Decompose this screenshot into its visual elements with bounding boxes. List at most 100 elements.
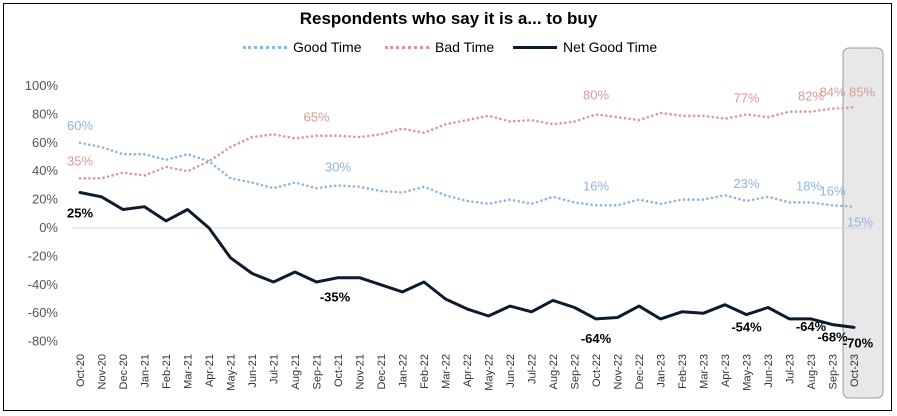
- x-tick-label: Jun-22: [505, 354, 517, 388]
- data-point-bad-time: [466, 119, 468, 121]
- data-point-bad-time: [681, 115, 683, 117]
- data-label-good-time: 30%: [325, 159, 351, 174]
- x-tick-label: Aug-23: [806, 354, 818, 389]
- data-point-good-time: [681, 198, 683, 200]
- y-tick-label: -20%: [28, 248, 59, 263]
- data-point-net-good-time: [659, 318, 661, 320]
- x-tick-label: Dec-21: [376, 354, 388, 389]
- y-tick-label: 0%: [39, 220, 58, 235]
- data-point-net-good-time: [552, 299, 554, 301]
- x-tick-label: Jan-21: [140, 354, 152, 388]
- data-point-good-time: [380, 190, 382, 192]
- data-point-bad-time: [702, 115, 704, 117]
- data-label-good-time: 16%: [583, 178, 609, 193]
- x-tick-label: Jul-22: [527, 354, 539, 384]
- x-tick-label: Feb-23: [677, 354, 689, 389]
- data-point-bad-time: [767, 116, 769, 118]
- data-point-good-time: [745, 200, 747, 202]
- x-tick-label: Feb-22: [419, 354, 431, 389]
- x-tick-label: Apr-23: [720, 354, 732, 387]
- data-label-good-time: 15%: [847, 215, 873, 230]
- data-point-good-time: [616, 204, 618, 206]
- x-tick-label: Nov-20: [97, 354, 109, 389]
- x-tick-label: Mar-23: [699, 354, 711, 389]
- data-label-net-good-time: -64%: [796, 319, 827, 334]
- data-point-bad-time: [724, 117, 726, 119]
- data-point-good-time: [853, 206, 855, 208]
- data-label-bad-time: 82%: [798, 89, 824, 104]
- legend-label-bad-time: Bad Time: [435, 39, 495, 55]
- y-tick-label: 100%: [25, 78, 59, 93]
- data-point-net-good-time: [509, 305, 511, 307]
- data-label-bad-time: 84%: [819, 85, 845, 100]
- data-point-bad-time: [573, 120, 575, 122]
- data-point-net-good-time: [208, 227, 210, 229]
- data-point-net-good-time: [595, 318, 597, 320]
- x-tick-label: May-23: [742, 354, 754, 391]
- data-point-bad-time: [659, 112, 661, 114]
- data-point-net-good-time: [616, 316, 618, 318]
- data-point-good-time: [423, 186, 425, 188]
- data-point-bad-time: [745, 113, 747, 115]
- y-tick-label: 40%: [32, 163, 58, 178]
- x-tick-label: Apr-21: [204, 354, 216, 387]
- x-tick-label: Mar-21: [183, 354, 195, 389]
- x-tick-label: Sep-21: [312, 354, 324, 389]
- data-point-bad-time: [423, 132, 425, 134]
- latest-month-highlight: [842, 47, 884, 399]
- legend-swatch-net-good-time: [513, 45, 557, 49]
- data-point-good-time: [337, 184, 339, 186]
- x-tick-label: May-21: [226, 354, 238, 391]
- data-point-good-time: [315, 187, 317, 189]
- data-point-net-good-time: [745, 313, 747, 315]
- data-point-good-time: [573, 201, 575, 203]
- data-point-net-good-time: [294, 271, 296, 273]
- x-tick-label: Dec-20: [118, 354, 130, 389]
- data-point-good-time: [659, 203, 661, 205]
- data-point-net-good-time: [100, 196, 102, 198]
- data-point-net-good-time: [573, 306, 575, 308]
- series-line-net-good-time: [78, 191, 856, 329]
- data-point-bad-time: [143, 174, 145, 176]
- data-label-bad-time: 65%: [303, 110, 329, 125]
- data-point-net-good-time: [423, 281, 425, 283]
- x-tick-label: Jul-23: [785, 354, 797, 384]
- data-point-good-time: [638, 198, 640, 200]
- data-point-net-good-time: [315, 281, 317, 283]
- legend-item-bad-time: Bad Time: [385, 39, 494, 55]
- data-label-good-time: 60%: [67, 118, 93, 133]
- data-point-bad-time: [831, 108, 833, 110]
- legend-swatch-good-time: [243, 45, 287, 49]
- data-point-net-good-time: [724, 303, 726, 305]
- x-tick-label: Mar-22: [441, 354, 453, 389]
- data-point-net-good-time: [487, 315, 489, 317]
- data-point-bad-time: [294, 137, 296, 139]
- data-point-net-good-time: [79, 191, 81, 193]
- data-point-net-good-time: [229, 257, 231, 259]
- chart-title: Respondents who say it is a... to buy: [299, 9, 598, 28]
- y-tick-label: -60%: [28, 305, 59, 320]
- data-point-bad-time: [337, 135, 339, 137]
- data-point-good-time: [401, 191, 403, 193]
- data-point-net-good-time: [337, 277, 339, 279]
- data-label-bad-time: 35%: [67, 153, 93, 168]
- y-tick-label: -80%: [28, 334, 59, 349]
- data-point-good-time: [165, 159, 167, 161]
- x-tick-label: Aug-22: [548, 354, 560, 389]
- data-point-net-good-time: [358, 277, 360, 279]
- data-point-bad-time: [401, 127, 403, 129]
- data-point-bad-time: [810, 110, 812, 112]
- x-tick-label: Jan-23: [656, 354, 668, 388]
- data-label-net-good-time: -54%: [731, 320, 762, 335]
- data-label-net-good-time: -70%: [843, 335, 874, 350]
- data-point-good-time: [724, 194, 726, 196]
- data-point-good-time: [358, 186, 360, 188]
- data-point-net-good-time: [638, 305, 640, 307]
- legend-item-good-time: Good Time: [243, 39, 361, 55]
- data-point-net-good-time: [122, 208, 124, 210]
- legend-swatch-bad-time: [385, 45, 429, 49]
- data-point-good-time: [509, 198, 511, 200]
- x-tick-label: Nov-22: [613, 354, 625, 389]
- y-tick-label: 20%: [32, 192, 58, 207]
